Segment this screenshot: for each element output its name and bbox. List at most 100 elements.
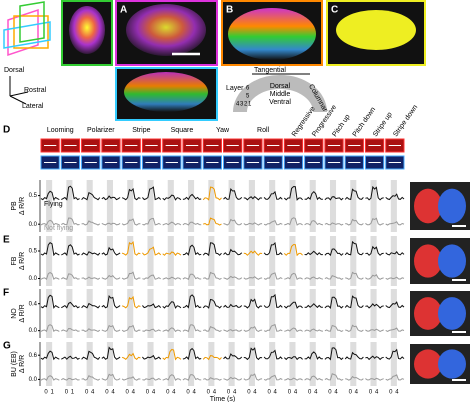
trace-flying	[162, 251, 182, 257]
trace-not-flying	[182, 221, 202, 226]
stimulus-shading	[86, 342, 93, 386]
trace-flying	[344, 188, 364, 200]
x-axis-label: Time (s)	[210, 396, 235, 402]
x-tick-label: 0	[146, 390, 150, 396]
trace-not-flying	[81, 276, 101, 280]
x-tick-label: 4	[111, 390, 115, 396]
trace-flying	[365, 303, 384, 309]
x-tick-label: 4	[355, 390, 359, 396]
trace-not-flying	[223, 218, 243, 226]
x-tick-label: 0	[166, 390, 170, 396]
trace-not-flying	[121, 376, 141, 381]
trace-not-flying	[385, 276, 405, 280]
x-tick-label: 4	[233, 390, 237, 396]
stimulus-shading	[208, 289, 215, 338]
stimulus-shading	[127, 236, 134, 286]
trace-flying	[263, 349, 283, 360]
stimulus-shading	[46, 289, 53, 338]
stimulus-shading	[46, 180, 53, 232]
trace-not-flying	[365, 377, 384, 381]
trace-not-flying	[304, 220, 324, 226]
trace-not-flying	[81, 328, 101, 332]
region-image-right	[438, 349, 466, 379]
trace-flying	[385, 193, 405, 201]
trace-not-flying	[142, 328, 161, 332]
trace-not-flying	[243, 325, 263, 332]
trace-not-flying	[324, 222, 344, 226]
trace-flying	[121, 240, 141, 256]
trace-flying	[243, 347, 263, 361]
x-tick-label: 1	[50, 390, 54, 396]
x-tick-label: 0	[186, 390, 190, 396]
trace-not-flying	[162, 327, 182, 333]
trace-not-flying	[61, 377, 80, 381]
region-image-left	[414, 297, 442, 330]
trace-not-flying	[61, 217, 80, 226]
stimulus-shading	[269, 180, 276, 232]
stimulus-shading	[208, 342, 215, 386]
x-tick-label: 0	[247, 390, 251, 396]
stimulus-shading	[167, 236, 174, 286]
stimulus-shading	[46, 342, 53, 386]
stimulus-shading	[269, 236, 276, 286]
trace-flying	[324, 196, 344, 201]
trace-not-flying	[40, 219, 60, 226]
trace-not-flying	[182, 273, 202, 281]
stimulus-shading	[86, 289, 93, 338]
layer-number: 1	[248, 102, 252, 108]
x-tick-label: 1	[71, 390, 75, 396]
y-tick-label: 0.0	[29, 222, 38, 228]
trace-not-flying	[385, 221, 405, 226]
trace-not-flying	[142, 217, 161, 226]
x-tick-label: 4	[334, 390, 338, 396]
trace-flying	[344, 240, 364, 256]
x-tick-label: 0	[389, 390, 393, 396]
x-tick-label: 0	[349, 390, 353, 396]
stimulus-shading	[350, 342, 357, 386]
stimulus-shading	[46, 236, 53, 286]
x-tick-label: 4	[213, 390, 217, 396]
x-tick-label: 4	[253, 390, 257, 396]
stimulus-shading	[370, 342, 377, 386]
stimulus-label: Roll	[257, 127, 270, 134]
y-tick-label: 0.0	[29, 377, 38, 383]
region-label: FB	[11, 256, 18, 265]
y-tick-label: 0.4	[29, 301, 38, 307]
panel-label: G	[3, 341, 11, 352]
legend-label: Flying	[44, 201, 63, 208]
stimulus-shading	[147, 236, 154, 286]
stimulus-shading	[370, 236, 377, 286]
x-tick-label: 0	[227, 390, 231, 396]
trace-flying	[81, 302, 101, 309]
trace-not-flying	[385, 327, 405, 332]
trace-not-flying	[101, 324, 121, 332]
x-tick-label: 0	[369, 390, 373, 396]
images	[9, 0, 426, 121]
stimulus-shading	[127, 289, 134, 338]
trace-not-flying	[345, 271, 364, 280]
trace-not-flying	[324, 373, 344, 381]
stimulus-label: Square	[171, 127, 194, 134]
x-tick-label: 4	[152, 390, 156, 396]
x-tick-label: 4	[172, 390, 176, 396]
trace-not-flying	[182, 374, 202, 381]
trace-flying	[61, 355, 80, 360]
trace-flying	[243, 250, 263, 256]
stimulus-label: Stripe	[132, 127, 150, 134]
y-tick-label: 0.5	[29, 249, 38, 255]
stimulus-shading	[228, 180, 235, 232]
trace-flying	[344, 295, 364, 309]
y-axis-label: Δ R/R	[19, 304, 26, 322]
trace-not-flying	[223, 329, 243, 332]
trace-not-flying	[162, 374, 182, 381]
panel-label: A	[120, 5, 127, 16]
schematic-label: Tangential	[254, 67, 286, 74]
stimulus-shading	[188, 180, 195, 232]
trace-flying	[202, 186, 222, 201]
trace-flying	[365, 245, 384, 256]
x-tick-label: 0	[308, 390, 312, 396]
stimulus-shading	[309, 236, 316, 286]
trace-not-flying	[365, 328, 384, 332]
trace-flying	[283, 244, 303, 257]
